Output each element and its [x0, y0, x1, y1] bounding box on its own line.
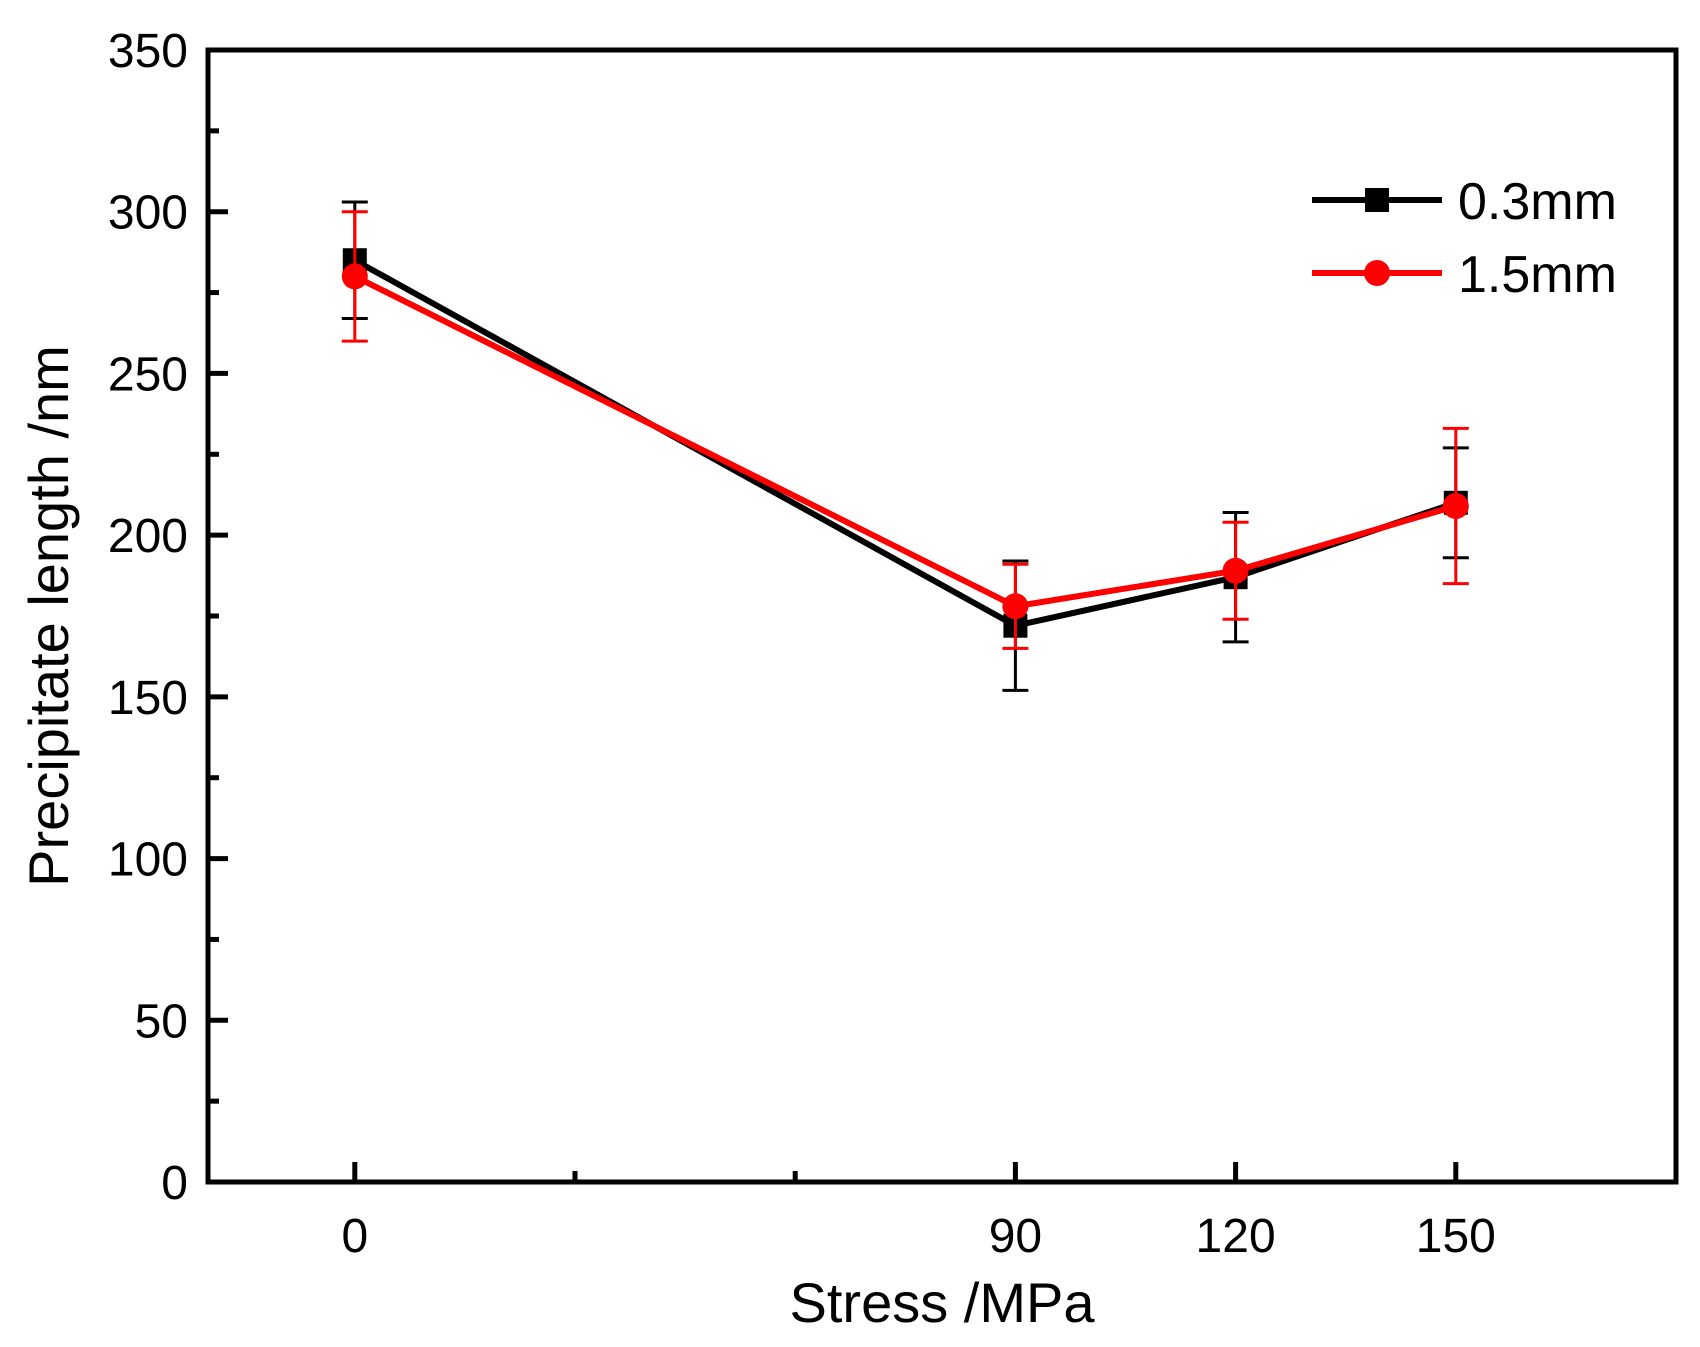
y-axis-title: Precipitate length /nm — [17, 345, 80, 887]
x-tick-label: 0 — [341, 1210, 368, 1263]
series-layer — [341, 200, 1469, 692]
data-point-circle — [1002, 593, 1029, 620]
legend-label: 1.5mm — [1458, 246, 1617, 304]
legend-label: 0.3mm — [1458, 173, 1617, 231]
legend-item-1: 1.5mm — [1312, 246, 1617, 304]
y-tick-label: 350 — [108, 25, 188, 78]
series-line — [353, 273, 1457, 610]
legend: 0.3mm 1.5mm — [1312, 173, 1617, 304]
x-tick-label: 90 — [989, 1210, 1042, 1263]
data-point-circle — [1222, 557, 1249, 584]
data-point-circle — [1442, 493, 1469, 520]
y-tick-label: 100 — [108, 834, 188, 887]
legend-item-0: 0.3mm — [1312, 173, 1617, 231]
y-tick-label: 150 — [108, 672, 188, 725]
y-tick-label: 50 — [135, 995, 188, 1048]
x-axis-title: Stress /MPa — [790, 1271, 1096, 1334]
series-1 — [341, 210, 1469, 650]
x-tick-label: 120 — [1196, 1210, 1276, 1263]
y-tick-label: 200 — [108, 510, 188, 563]
y-tick-label: 250 — [108, 348, 188, 401]
data-point-circle — [341, 263, 368, 290]
y-tick-label: 300 — [108, 187, 188, 240]
legend-marker-square — [1365, 188, 1389, 212]
y-tick-label: 0 — [161, 1157, 188, 1210]
legend-marker-circle — [1364, 260, 1390, 286]
x-tick-label: 150 — [1416, 1210, 1496, 1263]
tick-labels: 0 50 100 150 200 250 300 350 0 90 120 150 — [108, 25, 1496, 1263]
plot-frame — [205, 47, 1679, 1185]
